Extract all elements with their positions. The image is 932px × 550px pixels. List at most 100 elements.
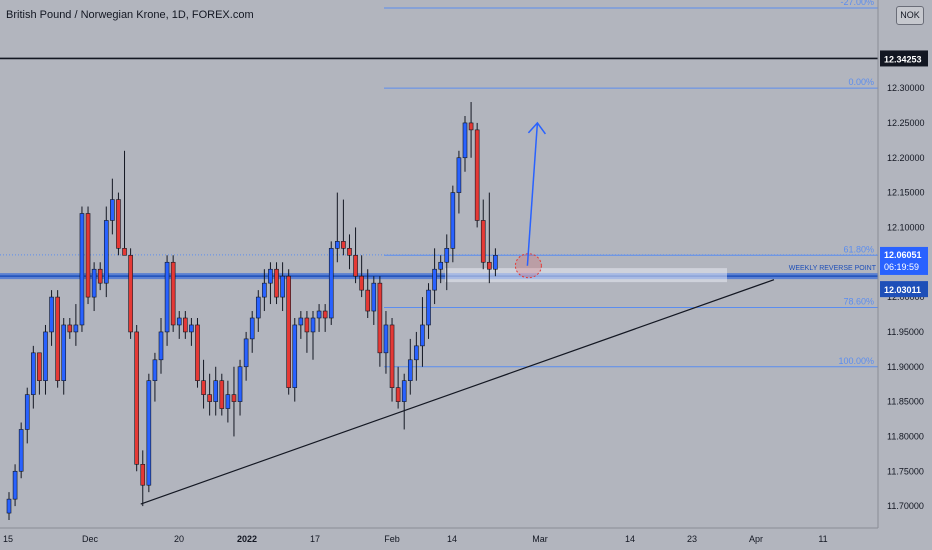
candle — [304, 311, 310, 353]
candle-body — [474, 129, 480, 221]
candle-body — [335, 241, 340, 249]
candle-body — [316, 310, 322, 319]
price-tick-label: 12.30000 — [887, 83, 925, 93]
candle-body — [359, 275, 364, 291]
currency-badge[interactable]: NOK — [896, 6, 924, 25]
candle — [183, 311, 188, 339]
candle-body — [12, 470, 18, 500]
time-tick-label: Apr — [749, 534, 763, 544]
candle-body — [146, 380, 152, 486]
time-tick-label: 20 — [174, 534, 184, 544]
candle-body — [122, 248, 127, 256]
candle — [487, 192, 492, 284]
candle — [237, 359, 243, 416]
candle-body — [407, 359, 413, 381]
time-tick-label: Feb — [384, 534, 400, 544]
fib-level-label: 100.00% — [838, 356, 874, 366]
candle-body — [164, 261, 170, 333]
candle-body — [207, 394, 212, 402]
candle — [122, 150, 127, 256]
candle — [401, 373, 407, 430]
candle-body — [377, 282, 383, 354]
candle-body — [438, 261, 443, 270]
candle — [420, 297, 425, 367]
candle-body — [310, 317, 316, 333]
candle-body — [371, 282, 377, 312]
candle — [493, 248, 498, 277]
candle-body — [128, 254, 133, 333]
candle — [286, 269, 291, 395]
candle-body — [31, 352, 36, 395]
candle-body — [243, 338, 249, 368]
candle — [6, 492, 12, 521]
resistance-price-tag — [880, 50, 928, 67]
candle-body — [456, 157, 462, 193]
candle-body — [383, 324, 389, 354]
candle-body — [37, 352, 42, 381]
candle-body — [280, 275, 285, 298]
fib-level-label: 0.00% — [848, 77, 874, 87]
price-axis: 12.30000 12.25000 12.20000 12.15000 12.10000… — [877, 0, 928, 528]
candle-body — [493, 254, 498, 270]
candle-body — [91, 268, 97, 298]
weekly-reverse-label: WEEKLY REVERSE POINT — [789, 265, 877, 272]
candle-body — [152, 359, 158, 381]
candle — [377, 276, 383, 367]
candle-body — [183, 317, 188, 333]
candle-body — [462, 122, 468, 159]
candle — [474, 122, 480, 228]
candle-body — [365, 289, 371, 312]
candle — [201, 359, 206, 409]
candle-body — [110, 199, 115, 221]
candle — [383, 311, 389, 374]
candle — [262, 269, 267, 312]
candle — [347, 234, 352, 270]
price-tick-label: 12.15000 — [887, 188, 925, 198]
candle-body — [420, 324, 425, 347]
horizontal-levels[interactable]: WEEKLY REVERSE POINT — [0, 57, 878, 283]
candle — [128, 248, 133, 339]
candle — [219, 373, 225, 416]
candle — [116, 192, 121, 256]
candle — [310, 311, 316, 360]
candle — [91, 262, 97, 312]
drawings[interactable] — [140, 121, 775, 505]
candle-body — [176, 317, 182, 326]
candle-body — [432, 268, 437, 291]
candle — [450, 185, 456, 263]
candle — [67, 317, 73, 339]
candle — [456, 150, 462, 214]
candle — [231, 366, 237, 437]
price-tick-label: 12.20000 — [887, 153, 925, 163]
candle — [462, 115, 468, 172]
candle-body — [225, 394, 231, 409]
candle — [12, 464, 18, 507]
candle — [61, 317, 67, 395]
candle — [31, 345, 36, 409]
resistance-price-label: 12.34253 — [884, 54, 922, 64]
candle-body — [18, 429, 24, 472]
candle-body — [341, 241, 346, 249]
time-tick-label: 11 — [818, 534, 827, 544]
fib-level-label: 61.80% — [843, 244, 874, 254]
candle — [426, 283, 431, 339]
candle-body — [170, 261, 176, 326]
candle-body — [67, 324, 73, 333]
candle — [43, 324, 48, 395]
candle — [55, 290, 60, 388]
weekly-price-tag — [880, 281, 928, 298]
candle-body — [414, 345, 419, 361]
candle-body — [213, 380, 219, 402]
candle — [97, 262, 103, 291]
candle — [85, 206, 91, 305]
candle-body — [450, 192, 456, 249]
price-tick-label: 11.85000 — [887, 397, 924, 407]
candle-body — [298, 317, 304, 326]
price-tick-label: 12.25000 — [887, 118, 925, 128]
projection-arrow — [526, 122, 539, 266]
price-tick-label: 11.75000 — [887, 466, 924, 476]
price-tick-label: 11.80000 — [887, 431, 924, 441]
reversal-circle — [514, 253, 542, 279]
candle-body — [189, 324, 194, 333]
